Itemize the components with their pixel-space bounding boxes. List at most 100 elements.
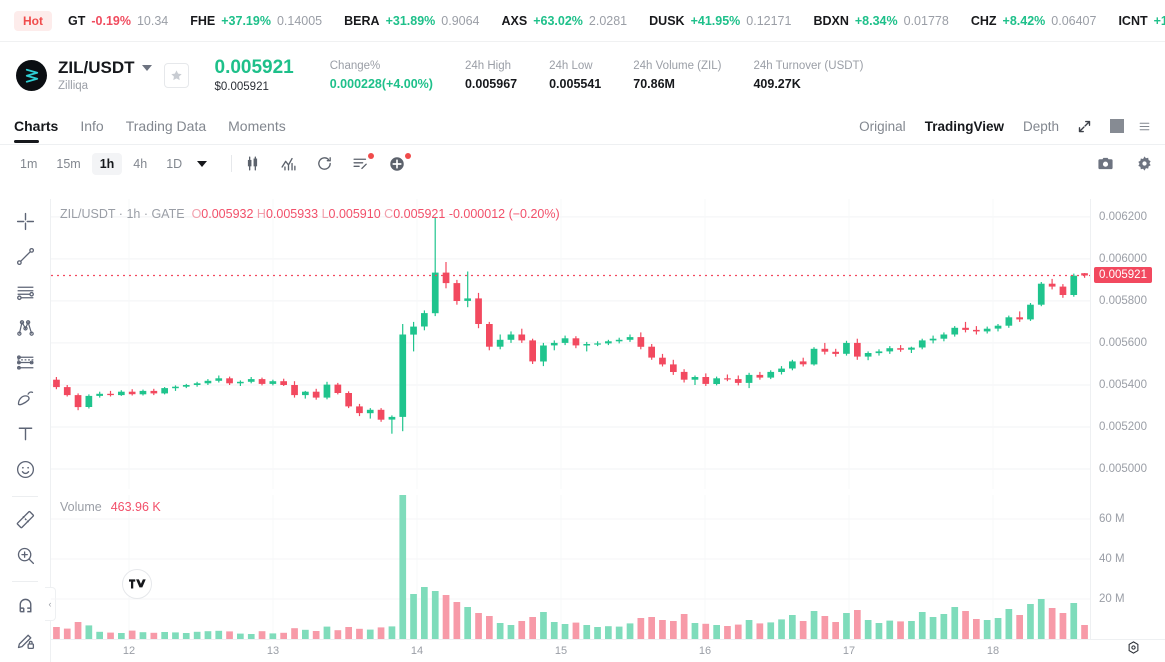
- pair-stat: 24h Low 0.005541: [549, 60, 601, 91]
- tab-trading-data[interactable]: Trading Data: [125, 118, 207, 134]
- stat-value: 0.005541: [549, 76, 602, 91]
- indicators-icon[interactable]: [280, 155, 297, 172]
- ticker-item[interactable]: ICNT+12.61%0.49816: [1118, 14, 1165, 28]
- tab-info[interactable]: Info: [80, 118, 104, 134]
- stat-value: 0.000228(+4.00%): [329, 76, 433, 91]
- horizontal-lines-tool-icon[interactable]: [8, 278, 42, 306]
- fib-retracement-tool-icon[interactable]: [8, 349, 42, 377]
- pattern-zigzag-tool-icon[interactable]: [8, 313, 42, 341]
- price-axis-tick: 0.006200: [1099, 210, 1147, 223]
- chart-legend-ohlc: O0.005932 H0.005933 L0.005910 C0.005921 …: [191, 207, 560, 221]
- drawing-toolbar: [0, 199, 51, 662]
- crosshair-tool-icon[interactable]: [8, 207, 42, 235]
- favorite-star-button[interactable]: [163, 62, 189, 88]
- ticker-symbol: AXS: [501, 13, 528, 28]
- ticker-symbol: BERA: [344, 13, 380, 28]
- price-axis-tick: 0.005800: [1099, 294, 1147, 307]
- timeframe-15m[interactable]: 15m: [56, 156, 81, 171]
- volume-axis-tick: 40 M: [1099, 553, 1125, 565]
- last-price: 0.005921: [214, 57, 294, 79]
- chart-view-depth[interactable]: Depth: [1022, 118, 1059, 134]
- volume-legend: Volume 463.96 K: [60, 500, 161, 514]
- market-ticker-bar: Hot GT -0.19% 10.34 FHE +37.19% 0.14005 BERA +3…: [0, 0, 1165, 42]
- nav-right-group: Original TradingView Depth: [840, 119, 1151, 134]
- timeframe-4h[interactable]: 4h: [133, 156, 148, 171]
- ticker-item[interactable]: GT -0.19% 10.34: [68, 14, 168, 28]
- ticker-item[interactable]: CHZ +8.42% 0.06407: [971, 14, 1097, 28]
- chart-settings-gear-icon[interactable]: [1136, 155, 1153, 172]
- drawing-lock-tool-icon[interactable]: [8, 627, 42, 655]
- ticker-symbol: FHE: [190, 13, 216, 28]
- ticker-price: 10.34: [136, 13, 169, 28]
- volume-axis-tick: 20 M: [1099, 593, 1125, 605]
- price-pane: [51, 199, 1090, 489]
- ticker-change: -0.19%: [91, 13, 131, 28]
- price-axis[interactable]: 0.006200 0.006000 0.005800 0.005600 0.005400…: [1090, 199, 1165, 639]
- tradingview-logo-badge[interactable]: [122, 569, 152, 599]
- timeframe-1h[interactable]: 1h: [91, 152, 123, 175]
- time-axis-tick: 17: [842, 645, 856, 657]
- tab-moments[interactable]: Moments: [228, 118, 286, 134]
- timeframe-1D[interactable]: 1D: [166, 156, 183, 171]
- time-axis[interactable]: 12 13 14 15 16 17 18: [51, 639, 1165, 662]
- price-axis-tick: 0.005000: [1099, 463, 1147, 476]
- layout-square-icon[interactable]: [1110, 119, 1124, 133]
- chart-view-original[interactable]: Original: [859, 118, 906, 134]
- ticker-change: +12.61%: [1153, 13, 1165, 28]
- ticker-change: +31.89%: [385, 13, 436, 28]
- chart-legend: ZIL/USDT · 1h · GATE O0.005932 H0.005933 …: [60, 207, 560, 221]
- ticker-price: 0.14005: [276, 13, 323, 28]
- chart-plot-area[interactable]: ZIL/USDT · 1h · GATE O0.005932 H0.005933 …: [51, 199, 1090, 639]
- stat-label: 24h Turnover (USDT): [753, 59, 864, 72]
- timeframe-1m[interactable]: 1m: [20, 156, 38, 171]
- time-axis-tick: 13: [266, 645, 280, 657]
- emoji-sticker-tool-icon[interactable]: [8, 455, 42, 483]
- ticker-item[interactable]: BERA +31.89% 0.9064: [344, 14, 479, 28]
- text-tool-icon[interactable]: [8, 420, 42, 448]
- price-axis-tick: 0.005200: [1099, 421, 1147, 433]
- magnet-tool-icon[interactable]: [8, 591, 42, 619]
- stat-label: 24h High: [464, 59, 512, 72]
- ticker-item[interactable]: AXS +63.02% 2.0281: [502, 14, 628, 28]
- ticker-symbol: BDXN: [813, 13, 849, 28]
- volume-series: [51, 495, 1090, 639]
- candlestick-series: [51, 199, 1090, 489]
- more-menu-icon[interactable]: [1138, 120, 1151, 133]
- time-axis-tick: 18: [986, 645, 1000, 657]
- candlestick-type-icon[interactable]: [244, 155, 261, 172]
- last-price-usd: $0.005921: [214, 80, 269, 93]
- reset-view-target-icon[interactable]: [1126, 640, 1141, 660]
- ticker-symbol: ICNT: [1118, 13, 1148, 28]
- ticker-price: 0.9064: [441, 13, 480, 28]
- timeframe-dropdown-icon[interactable]: [197, 160, 208, 167]
- ticker-item[interactable]: FHE +37.19% 0.14005: [190, 14, 322, 28]
- refresh-icon[interactable]: [316, 155, 333, 172]
- tab-charts[interactable]: Charts: [14, 108, 58, 144]
- brush-tool-icon[interactable]: [8, 384, 42, 412]
- pair-name-block[interactable]: ZIL/USDT Zilliqa: [58, 58, 152, 92]
- expand-fullscreen-icon[interactable]: [1077, 119, 1092, 134]
- stat-value: 409.27K: [753, 76, 801, 91]
- stat-change-percent: Change% 0.000228(+4.00%): [330, 60, 433, 91]
- screenshot-camera-icon[interactable]: [1097, 155, 1114, 172]
- chevron-down-icon[interactable]: [141, 65, 152, 71]
- ticker-item[interactable]: BDXN +8.34% 0.01778: [813, 14, 948, 28]
- pair-full-name: Zilliqa: [58, 80, 89, 92]
- add-indicator-icon[interactable]: [388, 152, 412, 173]
- ticker-symbol: DUSK: [649, 13, 685, 28]
- toolbar-collapse-handle[interactable]: ‹: [45, 587, 56, 621]
- volume-legend-value: 463.96 K: [110, 500, 161, 514]
- trend-line-tool-icon[interactable]: [8, 242, 42, 270]
- stat-label: 24h Low: [549, 59, 593, 72]
- volume-axis-tick: 60 M: [1099, 513, 1125, 525]
- ticker-item[interactable]: DUSK +41.95% 0.12171: [649, 14, 791, 28]
- pair-stat: 24h High 0.005967: [465, 60, 517, 91]
- add-notification-dot: [405, 152, 412, 159]
- measure-ruler-tool-icon[interactable]: [8, 505, 42, 533]
- stat-label: Change%: [329, 59, 381, 72]
- chart-view-tradingview[interactable]: TradingView: [924, 118, 1004, 134]
- zoom-in-tool-icon[interactable]: [8, 541, 42, 569]
- templates-icon[interactable]: [352, 153, 375, 172]
- ticker-change: +41.95%: [690, 13, 741, 28]
- ticker-price: 2.0281: [588, 13, 628, 28]
